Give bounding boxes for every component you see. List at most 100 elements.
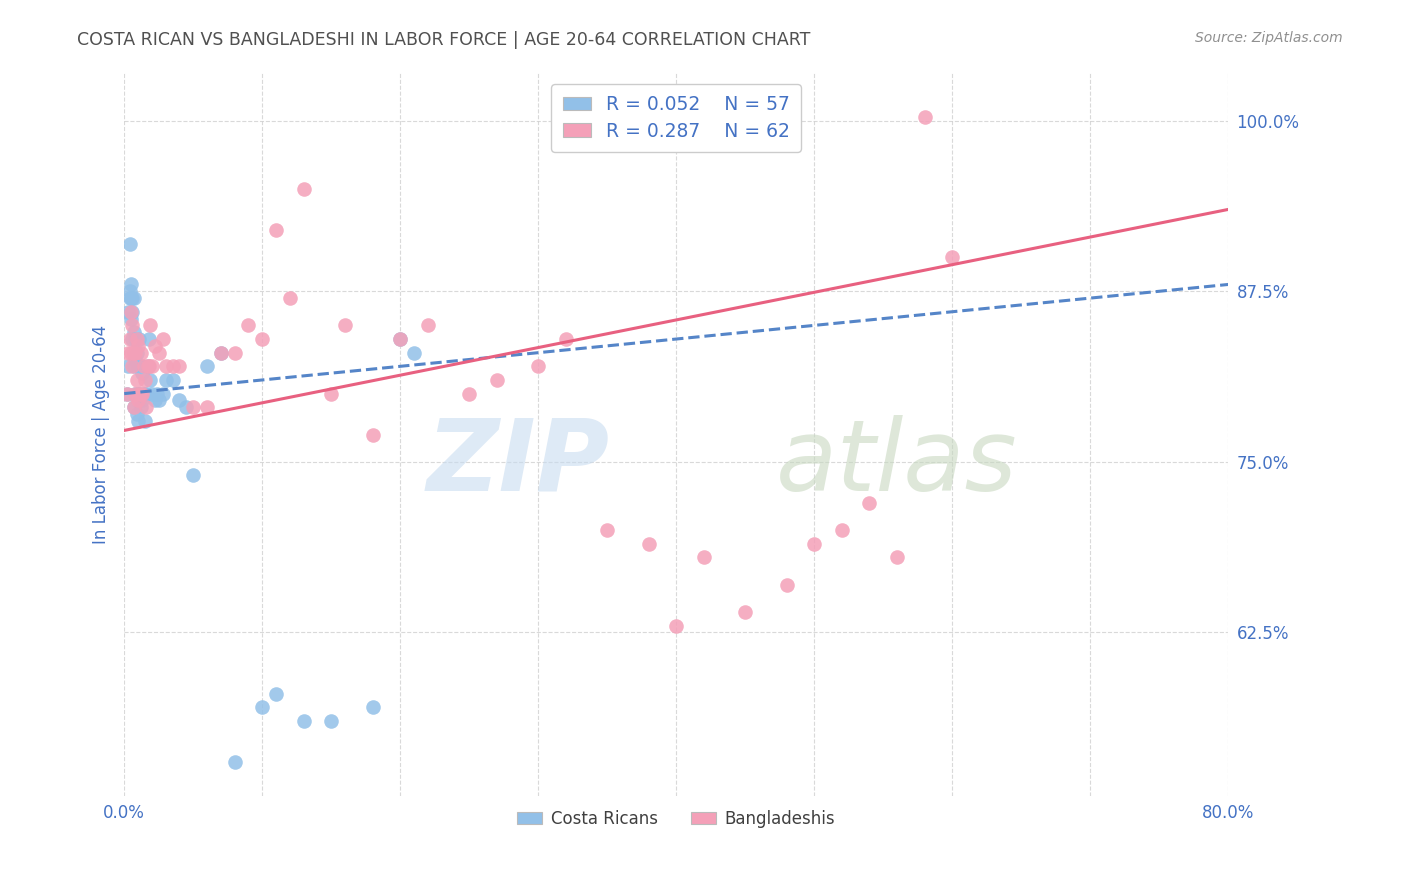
Point (389, 332, 412, 346)
Point (136, 359, 159, 374)
Point (402, 345, 425, 359)
Point (485, 373, 508, 387)
Point (155, 359, 177, 374)
Point (333, 318, 356, 333)
Point (361, 700, 384, 714)
Point (134, 414, 156, 428)
Point (321, 714, 343, 728)
Point (129, 386, 152, 401)
Point (120, 304, 142, 318)
Point (458, 386, 481, 401)
Point (124, 386, 146, 401)
Point (124, 332, 146, 346)
Point (132, 386, 155, 401)
Point (120, 291, 142, 305)
Point (121, 359, 143, 374)
Point (117, 304, 139, 318)
Point (803, 537, 825, 551)
Point (858, 496, 880, 510)
Point (120, 345, 142, 359)
Point (125, 332, 148, 346)
Point (637, 537, 659, 551)
Point (118, 332, 141, 346)
Point (181, 468, 204, 483)
Point (125, 373, 148, 387)
Point (129, 345, 152, 359)
Point (117, 359, 139, 374)
Point (135, 401, 157, 415)
Point (321, 386, 343, 401)
Point (264, 223, 287, 237)
Point (143, 339, 166, 353)
Point (169, 359, 191, 374)
Point (131, 386, 153, 401)
Point (125, 345, 148, 359)
Point (665, 618, 688, 632)
Point (941, 250, 963, 264)
Text: atlas: atlas (776, 415, 1018, 512)
Point (292, 714, 315, 728)
Point (124, 386, 146, 401)
Point (127, 359, 149, 374)
Point (131, 393, 153, 408)
Point (152, 386, 174, 401)
Point (125, 407, 148, 421)
Point (120, 311, 142, 326)
Point (252, 700, 274, 714)
Point (121, 291, 143, 305)
Point (122, 359, 145, 374)
Point (120, 277, 142, 292)
Point (138, 332, 160, 346)
Point (734, 605, 756, 619)
Point (138, 359, 160, 374)
Point (127, 393, 149, 408)
Text: Source: ZipAtlas.com: Source: ZipAtlas.com (1195, 31, 1343, 45)
Point (886, 550, 908, 565)
Point (122, 401, 145, 415)
Point (118, 285, 141, 299)
Point (117, 345, 139, 359)
Point (128, 332, 150, 346)
Point (264, 687, 287, 701)
Point (128, 386, 150, 401)
Point (596, 523, 619, 537)
Point (115, 386, 138, 401)
Point (124, 345, 146, 359)
Point (224, 755, 246, 769)
Point (148, 345, 170, 359)
Point (195, 401, 218, 415)
Point (139, 373, 162, 387)
Point (129, 359, 152, 374)
Point (127, 339, 149, 353)
Point (136, 359, 159, 374)
Point (775, 577, 797, 591)
Point (122, 325, 145, 339)
Point (141, 359, 163, 374)
Point (914, 110, 936, 124)
Point (527, 359, 550, 374)
Point (124, 352, 146, 367)
Point (127, 386, 149, 401)
Y-axis label: In Labor Force | Age 20-64: In Labor Force | Age 20-64 (93, 325, 110, 544)
Point (155, 373, 177, 387)
Point (118, 291, 141, 305)
Point (143, 393, 166, 408)
Point (122, 401, 145, 415)
Point (121, 304, 143, 318)
Point (209, 345, 232, 359)
Point (831, 523, 853, 537)
Point (181, 401, 204, 415)
Point (693, 550, 716, 565)
Point (176, 401, 198, 415)
Text: ZIP: ZIP (427, 415, 610, 512)
Point (135, 386, 157, 401)
Point (224, 345, 246, 359)
Point (195, 359, 218, 374)
Point (131, 366, 153, 380)
Point (238, 318, 260, 333)
Point (122, 345, 145, 359)
Point (129, 401, 152, 415)
Point (278, 291, 301, 305)
Legend: Costa Ricans, Bangladeshis: Costa Ricans, Bangladeshis (510, 804, 842, 835)
Point (162, 359, 184, 374)
